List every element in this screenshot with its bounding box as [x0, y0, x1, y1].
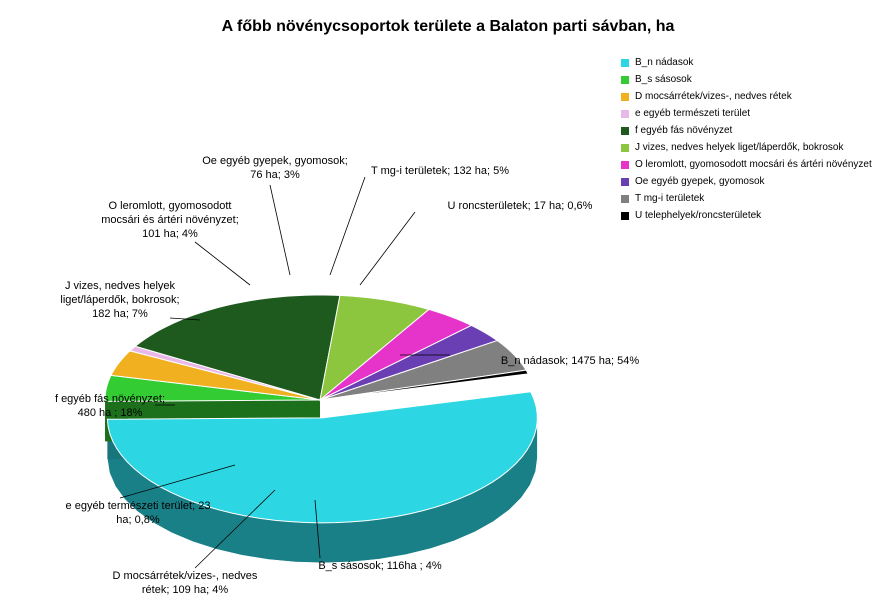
- leader-line: [270, 185, 290, 275]
- legend-item: e egyéb természeti terület: [621, 106, 881, 121]
- leader-line: [195, 242, 250, 285]
- legend-swatch: [621, 110, 629, 118]
- pie-chart: B_n nádasok; 1475 ha; 54%B_s sásosok; 11…: [20, 60, 640, 580]
- legend-item: O leromlott, gyomosodott mocsári és árté…: [621, 157, 881, 172]
- slice-label: D mocsárrétek/vizes-, nedves rétek; 109 …: [85, 570, 285, 598]
- legend-swatch: [621, 195, 629, 203]
- slice-label: B_s sásosok; 116ha ; 4%: [280, 560, 480, 574]
- legend-label: B_s sásosok: [635, 72, 692, 87]
- legend-label: T mg-i területek: [635, 191, 704, 206]
- legend-swatch: [621, 76, 629, 84]
- legend-swatch: [621, 93, 629, 101]
- slice-label: f egyéb fás növényzet; 480 ha ; 18%: [30, 393, 190, 421]
- slice-label: T mg-i területek; 132 ha; 5%: [340, 165, 540, 179]
- legend-label: f egyéb fás növényzet: [635, 123, 732, 138]
- legend-item: B_n nádasok: [621, 55, 881, 70]
- legend-label: O leromlott, gyomosodott mocsári és árté…: [635, 157, 872, 172]
- chart-title: A főbb növénycsoportok területe a Balato…: [0, 18, 896, 36]
- legend-item: D mocsárrétek/vizes-, nedves rétek: [621, 89, 881, 104]
- legend-swatch: [621, 59, 629, 67]
- legend-swatch: [621, 161, 629, 169]
- legend: B_n nádasok B_s sásosok D mocsárrétek/vize…: [621, 55, 881, 225]
- legend-label: U telephelyek/roncsterületek: [635, 208, 761, 223]
- legend-label: J vizes, nedves helyek liget/láperdők, b…: [635, 140, 843, 155]
- slice-label: J vizes, nedves helyek liget/láperdők, b…: [30, 280, 210, 321]
- legend-item: f egyéb fás növényzet: [621, 123, 881, 138]
- legend-label: D mocsárrétek/vizes-, nedves rétek: [635, 89, 792, 104]
- legend-item: Oe egyéb gyepek, gyomosok: [621, 174, 881, 189]
- slice-label: U roncsterületek; 17 ha; 0,6%: [410, 200, 630, 214]
- legend-swatch: [621, 178, 629, 186]
- legend-item: T mg-i területek: [621, 191, 881, 206]
- leader-line: [330, 177, 365, 275]
- legend-item: U telephelyek/roncsterületek: [621, 208, 881, 223]
- legend-swatch: [621, 127, 629, 135]
- legend-label: Oe egyéb gyepek, gyomosok: [635, 174, 765, 189]
- leader-line: [360, 212, 415, 285]
- legend-item: B_s sásosok: [621, 72, 881, 87]
- legend-swatch: [621, 144, 629, 152]
- legend-item: J vizes, nedves helyek liget/láperdők, b…: [621, 140, 881, 155]
- slice-label: B_n nádasok; 1475 ha; 54%: [460, 355, 680, 369]
- legend-swatch: [621, 212, 629, 220]
- slice-label: e egyéb természeti terület; 23 ha; 0,8%: [38, 500, 238, 528]
- slice-label: O leromlott, gyomosodott mocsári és árté…: [70, 200, 270, 241]
- legend-label: B_n nádasok: [635, 55, 693, 70]
- legend-label: e egyéb természeti terület: [635, 106, 750, 121]
